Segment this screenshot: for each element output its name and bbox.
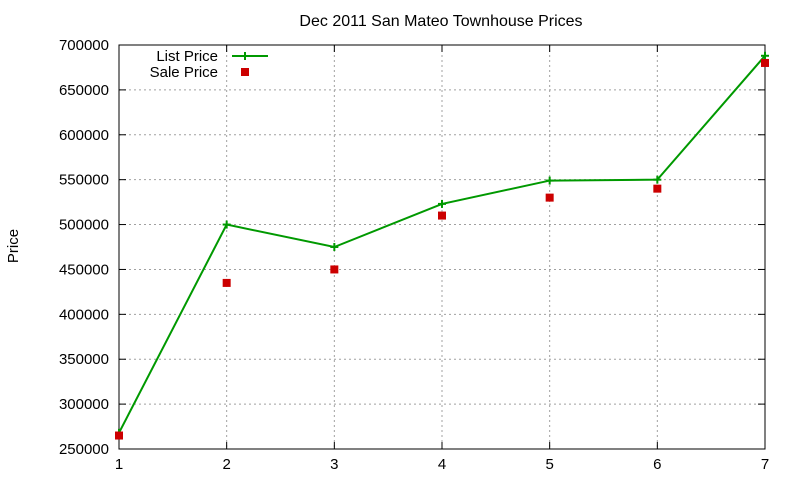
y-tick-label: 700000: [59, 37, 109, 54]
x-tick-label: 5: [545, 456, 553, 473]
data-point-list-price: [653, 175, 662, 184]
y-tick-label: 500000: [59, 217, 109, 234]
axis-ticks: 250000 300000 350000 400000 450000 500000 5500…: [59, 37, 769, 473]
data-point-list-price: [222, 220, 231, 229]
y-tick-label: 650000: [59, 82, 109, 99]
data-point-sale-price: [761, 58, 769, 67]
y-tick-label: 250000: [59, 441, 109, 458]
y-tick-label: 350000: [59, 351, 109, 368]
plot-frame: [118, 44, 766, 450]
x-tick-label: 6: [653, 456, 661, 473]
series-layer: [115, 51, 769, 440]
data-point-list-price: [438, 199, 446, 208]
data-point-list-price: [761, 51, 769, 60]
y-tick-label: 600000: [59, 127, 109, 144]
chart-title: Dec 2011 San Mateo Townhouse Prices: [299, 13, 582, 30]
data-point-sale-price: [115, 431, 123, 440]
legend-marker-list-price: [241, 52, 249, 60]
legend-label: Sale Price: [150, 64, 218, 81]
data-point-sale-price: [545, 193, 554, 202]
y-tick-label: 300000: [59, 396, 109, 413]
x-tick-label: 1: [115, 456, 123, 473]
y-tick-label: 550000: [59, 172, 109, 189]
legend-marker-sale-price: [241, 68, 249, 76]
legend-label: List Price: [156, 48, 218, 65]
x-tick-label: 2: [222, 456, 230, 473]
x-tick-label: 3: [330, 456, 338, 473]
y-tick-label: 400000: [59, 306, 109, 323]
y-axis-label: Price: [5, 229, 22, 263]
x-tick-label: 7: [761, 456, 769, 473]
data-point-sale-price: [653, 184, 662, 193]
data-point-list-price: [545, 176, 554, 185]
x-tick-label: 4: [438, 456, 446, 473]
y-tick-label: 450000: [59, 261, 109, 278]
data-point-sale-price: [330, 265, 339, 274]
data-point-sale-price: [438, 211, 446, 220]
data-point-list-price: [330, 243, 339, 251]
data-point-sale-price: [222, 278, 231, 287]
